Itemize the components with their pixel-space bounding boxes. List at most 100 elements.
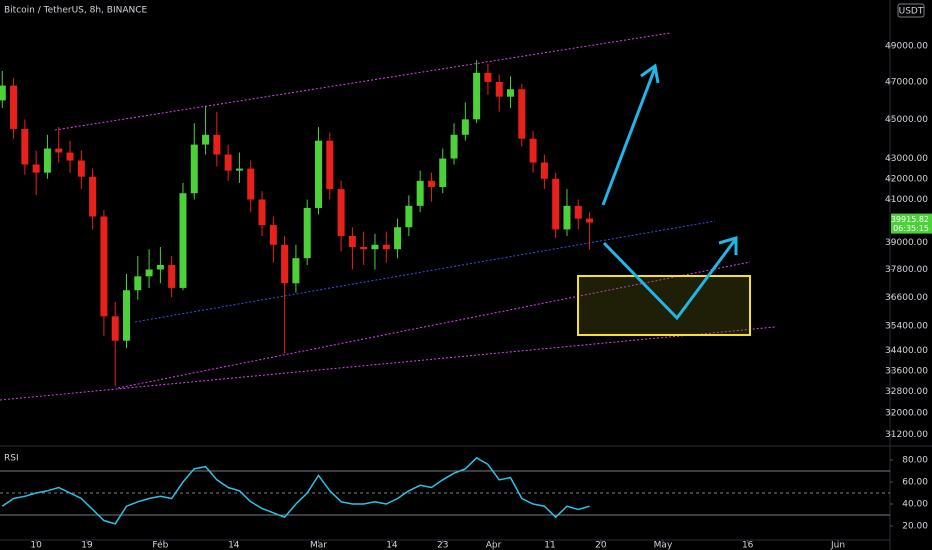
candle-body [473, 72, 481, 120]
candle-body [518, 89, 526, 139]
candle-body [122, 290, 130, 341]
candle-body [247, 168, 255, 200]
y-tick-label: 80.00 [902, 455, 928, 465]
x-tick-label: 11 [544, 541, 555, 550]
candle-body [337, 189, 345, 236]
x-tick-label: 19 [81, 541, 93, 550]
candle-body [10, 85, 18, 129]
candle-body [427, 180, 435, 188]
candle-body [134, 276, 142, 291]
price-tag [891, 213, 932, 234]
x-tick-label: 14 [386, 541, 398, 550]
y-tick-label: 32800.00 [885, 387, 928, 397]
candle-body [224, 154, 232, 171]
y-tick-label: 43000.00 [885, 154, 928, 164]
x-tick-label: May [654, 541, 673, 550]
candle-body [507, 89, 515, 97]
y-tick-label: 47000.00 [885, 77, 928, 87]
y-tick-label: 37800.00 [885, 265, 928, 275]
candle-body [416, 180, 424, 206]
y-tick-label: 42000.00 [885, 174, 928, 184]
x-tick-label: 10 [30, 541, 42, 550]
candle-body [55, 148, 63, 153]
candle-body [168, 264, 176, 288]
arrow [601, 67, 657, 206]
candle-body [540, 162, 548, 179]
x-tick-label: Jun [830, 541, 845, 550]
candle-body [348, 235, 356, 248]
candle-body [371, 244, 379, 250]
y-tick-label: 31200.00 [885, 430, 928, 440]
y-tick-label: 40.00 [902, 500, 928, 510]
candle-body [586, 218, 594, 223]
candle-body [43, 148, 51, 173]
rsi-title: RSI [4, 454, 19, 464]
y-tick-label: 39000.00 [885, 238, 928, 248]
candle-body [303, 207, 311, 259]
candle-body [0, 85, 6, 101]
drawings [0, 32, 776, 401]
candle-body [145, 269, 153, 277]
y-tick-label: 35400.00 [885, 321, 928, 331]
candle-body [394, 227, 402, 250]
y-tick-label: 20.00 [902, 522, 928, 532]
candle-body [32, 164, 40, 173]
candle-body [179, 193, 187, 288]
candle-body [66, 152, 74, 161]
candle-body [461, 119, 469, 135]
candle-body [21, 128, 29, 165]
y-tick-label: 45000.00 [885, 115, 928, 125]
y-tick-label: 41000.00 [885, 195, 928, 205]
candle-body [77, 160, 85, 177]
x-tick-label: 16 [742, 541, 754, 550]
countdown: 06:35:15 [893, 224, 929, 233]
y-tick-label: 36600.00 [885, 293, 928, 303]
arrow-head [640, 63, 660, 84]
candle-body [405, 205, 413, 228]
candle-body [382, 244, 390, 250]
candle-body [258, 199, 266, 226]
candle-body [552, 178, 560, 230]
candle-body [190, 144, 198, 194]
x-tick-label: 20 [595, 541, 607, 550]
trend-line [0, 326, 776, 401]
candle-body [439, 158, 447, 188]
candle-body [269, 225, 277, 245]
x-tick-label: Feb [152, 541, 168, 550]
y-tick-label: 60.00 [902, 478, 928, 488]
x-tick-label: 14 [228, 541, 240, 550]
y-tick-label: 32000.00 [885, 408, 928, 418]
candle-body [281, 244, 289, 284]
y-tick-label: 34400.00 [885, 346, 928, 356]
candle-body [156, 264, 164, 270]
candle-body [484, 72, 492, 82]
currency-badge[interactable] [897, 3, 925, 18]
x-tick-label: Apr [486, 541, 502, 550]
y-tick-label: 49000.00 [885, 42, 928, 52]
price-tag-label: 39915.82 [891, 215, 929, 224]
candle-body [111, 316, 119, 341]
currency: USDT [899, 7, 924, 17]
arrow [602, 239, 737, 321]
x-tick-label: 23 [437, 541, 448, 550]
candle-body [89, 176, 97, 217]
candle-body [495, 81, 503, 97]
candle-body [202, 134, 210, 145]
candle-body [315, 140, 323, 208]
candle-body [100, 216, 108, 317]
candle-body [326, 140, 334, 190]
x-tick-label: Mar [310, 541, 327, 550]
candle-body [292, 258, 300, 284]
y-tick-label: 33600.00 [885, 366, 928, 376]
candle-body [450, 134, 458, 159]
candle-body [529, 138, 537, 163]
rsi-line [1, 456, 590, 525]
candle-body [360, 247, 368, 250]
candle-body [563, 205, 571, 230]
arrow-head [718, 235, 738, 255]
candle-body [235, 168, 243, 171]
candle-body [213, 134, 221, 155]
candle-body [574, 205, 582, 219]
